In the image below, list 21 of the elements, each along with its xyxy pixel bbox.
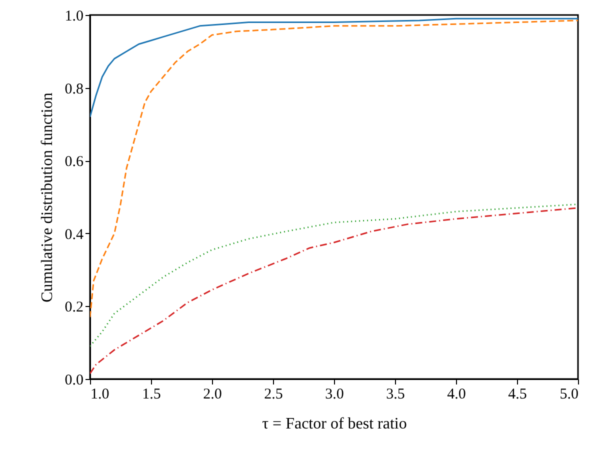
x-tick-label: 4.5 bbox=[508, 386, 527, 402]
y-tick-label: 0.8 bbox=[64, 81, 84, 98]
line-series bbox=[90, 204, 578, 347]
x-tick-label: 1.0 bbox=[90, 386, 110, 402]
y-axis-title: Cumulative distribution function bbox=[38, 92, 56, 302]
y-tick-label: 0.2 bbox=[64, 300, 84, 316]
x-tick-label: 4.0 bbox=[447, 386, 466, 402]
x-axis-title: τ = Factor of best ratio bbox=[262, 416, 407, 432]
x-tick-label: 5.0 bbox=[560, 386, 578, 402]
x-tick-label: 3.5 bbox=[386, 386, 405, 402]
line-series bbox=[90, 18, 578, 118]
x-tick-label: 2.0 bbox=[203, 386, 222, 402]
x-tick-label: 2.5 bbox=[264, 386, 283, 402]
y-tick-label: 0.0 bbox=[64, 372, 84, 388]
line-series bbox=[90, 20, 578, 318]
line-series bbox=[90, 207, 578, 374]
y-tick-label: 0.6 bbox=[64, 154, 84, 170]
y-tick-label: 1.0 bbox=[64, 8, 84, 24]
x-tick-label: 1.5 bbox=[142, 386, 161, 402]
x-tick-label: 3.0 bbox=[325, 386, 344, 402]
y-tick-label: 0.4 bbox=[64, 226, 84, 243]
